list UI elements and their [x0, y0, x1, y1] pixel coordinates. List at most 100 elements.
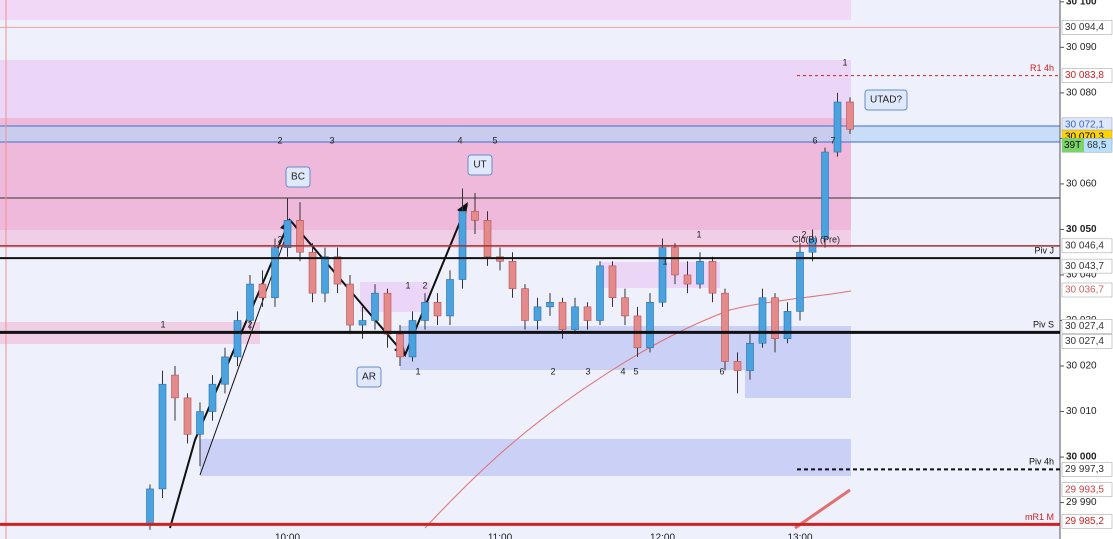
wave-count: 1 [662, 256, 667, 266]
y-tick-label: 29 990 [1066, 497, 1097, 508]
price-tag-label: 30 036,7 [1065, 285, 1104, 296]
candle-body [283, 220, 292, 248]
moving-average [424, 290, 852, 529]
y-tick-label: 30 000 [1066, 452, 1097, 463]
y-tick-label: 30 020 [1066, 361, 1097, 372]
price-tag [1061, 20, 1113, 35]
candle-body [196, 411, 204, 435]
zone [0, 60, 851, 118]
wave-count: 1 [842, 57, 847, 67]
x-tick-label: 10:00 [275, 533, 300, 539]
candle-body [358, 320, 367, 326]
wave-count: 6 [812, 135, 817, 145]
y-tick-label: 30 080 [1066, 88, 1097, 99]
price-tag [1061, 514, 1113, 529]
wave-count: 1 [160, 319, 165, 329]
candle-body [833, 101, 842, 153]
candle-body [471, 210, 479, 221]
candle-body [783, 311, 792, 339]
level-name: mR1 M [1025, 512, 1054, 522]
annotation-label: UTAD? [870, 95, 902, 106]
candle-body [396, 333, 404, 358]
y-tick-label: 30 090 [1066, 42, 1097, 53]
level-name: Piv 4h [1029, 457, 1054, 467]
annotation-label: BC [291, 172, 305, 183]
price-tag-label: 30 027,4 [1065, 321, 1104, 332]
annotation-box [467, 154, 493, 176]
candle-body [508, 261, 517, 289]
price-tag-label: 29 985,2 [1065, 516, 1104, 527]
candle-body [696, 261, 704, 285]
candle-body [421, 301, 429, 321]
price-tag-label: 29 997,3 [1065, 464, 1104, 475]
candle-body [621, 297, 629, 317]
price-tag [1061, 68, 1113, 83]
price-tag-label: 68,5 [1087, 140, 1107, 151]
price-tag-label: 30 043,7 [1065, 261, 1104, 272]
candle-body [233, 320, 242, 358]
candle-body [583, 306, 592, 321]
candle-body [521, 288, 529, 321]
x-tick-label: 11:00 [488, 533, 513, 539]
wave-count: 6 [719, 366, 724, 376]
wave-count: 2 [550, 366, 555, 376]
price-tag [1061, 319, 1113, 334]
wave-count: 4 [457, 135, 462, 145]
candle-body [271, 247, 279, 299]
y-tick-label: 30 010 [1066, 406, 1097, 417]
candle-body [246, 283, 254, 321]
zone [0, 126, 1060, 142]
zone [0, 230, 851, 248]
wave-count: 7 [830, 135, 835, 145]
candle-body [608, 265, 617, 299]
candle-body [296, 220, 304, 253]
wave-count: 5 [633, 366, 638, 376]
wave-count: 1 [415, 366, 420, 376]
candle-body [383, 292, 392, 335]
wave-count: 2 [801, 229, 806, 239]
candle-body [733, 361, 742, 371]
candle-body [533, 306, 542, 321]
wave-count: 5 [492, 135, 497, 145]
level-name: Piv J [1034, 245, 1054, 255]
price-tag-label: 30 070,3 [1065, 132, 1104, 143]
candle-body [596, 265, 604, 321]
y-tick-label: 30 060 [1066, 179, 1097, 190]
wave-count: 2 [277, 234, 282, 244]
y-tick-label: 30 050 [1066, 224, 1097, 235]
price-tag-label: 29 993,5 [1065, 484, 1104, 495]
wave-count: 1 [405, 280, 410, 290]
candle-body [758, 297, 767, 344]
wave-count: 2 [277, 135, 282, 145]
candle-body [308, 251, 317, 294]
wave-count: 3 [585, 366, 590, 376]
price-tag [1061, 282, 1113, 298]
candle-body [683, 274, 692, 285]
wave-count: 4 [620, 366, 625, 376]
candle-body [796, 251, 804, 312]
candle-body [221, 356, 229, 385]
candle-body [771, 297, 779, 339]
candle-body [483, 220, 492, 258]
zone [360, 282, 430, 312]
candle-body [446, 279, 454, 317]
level-name: Piv S [1033, 320, 1054, 330]
zone [745, 362, 851, 398]
price-tag-label: 30 046,4 [1065, 240, 1104, 251]
candle-body [371, 292, 379, 321]
annotation-box [356, 366, 382, 388]
wave-count: 2 [247, 319, 252, 329]
x-tick-label: 12:00 [650, 533, 675, 539]
timer-label: 39T [1064, 140, 1081, 151]
candle-body [158, 383, 167, 490]
price-tag [1061, 238, 1113, 254]
wave-count: 2 [422, 280, 427, 290]
annotation-box [285, 166, 311, 188]
timer-tag [1062, 138, 1084, 153]
candle-body [183, 397, 192, 435]
price-tag-label: 30 072,1 [1065, 119, 1104, 130]
candle-body [721, 292, 729, 362]
candle-body [571, 306, 579, 330]
candle-body [658, 247, 667, 303]
